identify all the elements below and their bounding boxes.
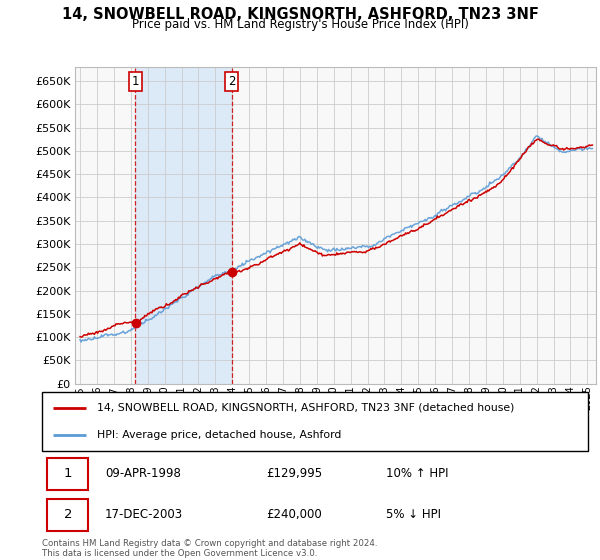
Text: 14, SNOWBELL ROAD, KINGSNORTH, ASHFORD, TN23 3NF (detached house): 14, SNOWBELL ROAD, KINGSNORTH, ASHFORD, … — [97, 403, 514, 413]
Text: £129,995: £129,995 — [266, 467, 322, 480]
Text: 10% ↑ HPI: 10% ↑ HPI — [386, 467, 448, 480]
Text: 1: 1 — [131, 75, 139, 88]
Text: 2: 2 — [228, 75, 235, 88]
Text: £240,000: £240,000 — [266, 508, 322, 521]
Text: HPI: Average price, detached house, Ashford: HPI: Average price, detached house, Ashf… — [97, 430, 341, 440]
FancyBboxPatch shape — [47, 499, 88, 531]
FancyBboxPatch shape — [42, 392, 588, 451]
Bar — [136, 67, 232, 384]
Text: 17-DEC-2003: 17-DEC-2003 — [105, 508, 183, 521]
FancyBboxPatch shape — [47, 458, 88, 489]
Text: 09-APR-1998: 09-APR-1998 — [105, 467, 181, 480]
Text: 2: 2 — [64, 508, 72, 521]
Text: 5% ↓ HPI: 5% ↓ HPI — [386, 508, 441, 521]
Text: Price paid vs. HM Land Registry's House Price Index (HPI): Price paid vs. HM Land Registry's House … — [131, 18, 469, 31]
Text: 14, SNOWBELL ROAD, KINGSNORTH, ASHFORD, TN23 3NF: 14, SNOWBELL ROAD, KINGSNORTH, ASHFORD, … — [62, 7, 538, 22]
Text: 1: 1 — [64, 467, 72, 480]
Text: Contains HM Land Registry data © Crown copyright and database right 2024.
This d: Contains HM Land Registry data © Crown c… — [42, 539, 377, 558]
